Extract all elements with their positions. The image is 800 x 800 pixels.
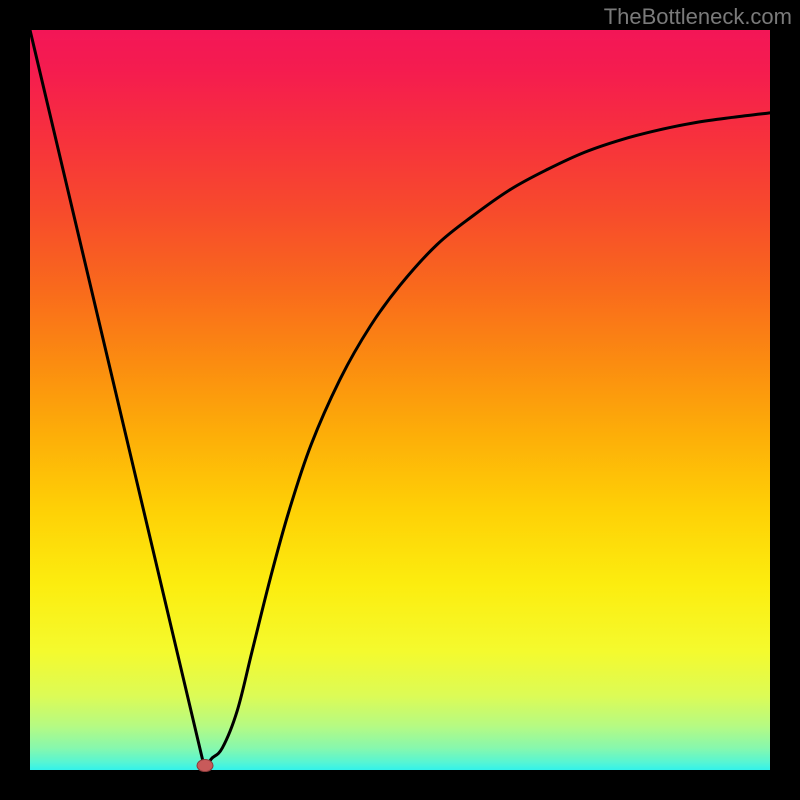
chart-container: TheBottleneck.com bbox=[0, 0, 800, 800]
curve-right-segment bbox=[205, 113, 770, 770]
minimum-marker bbox=[197, 760, 213, 772]
curve-left-segment bbox=[30, 30, 205, 770]
watermark-text: TheBottleneck.com bbox=[604, 4, 792, 30]
curve-svg bbox=[0, 0, 800, 800]
